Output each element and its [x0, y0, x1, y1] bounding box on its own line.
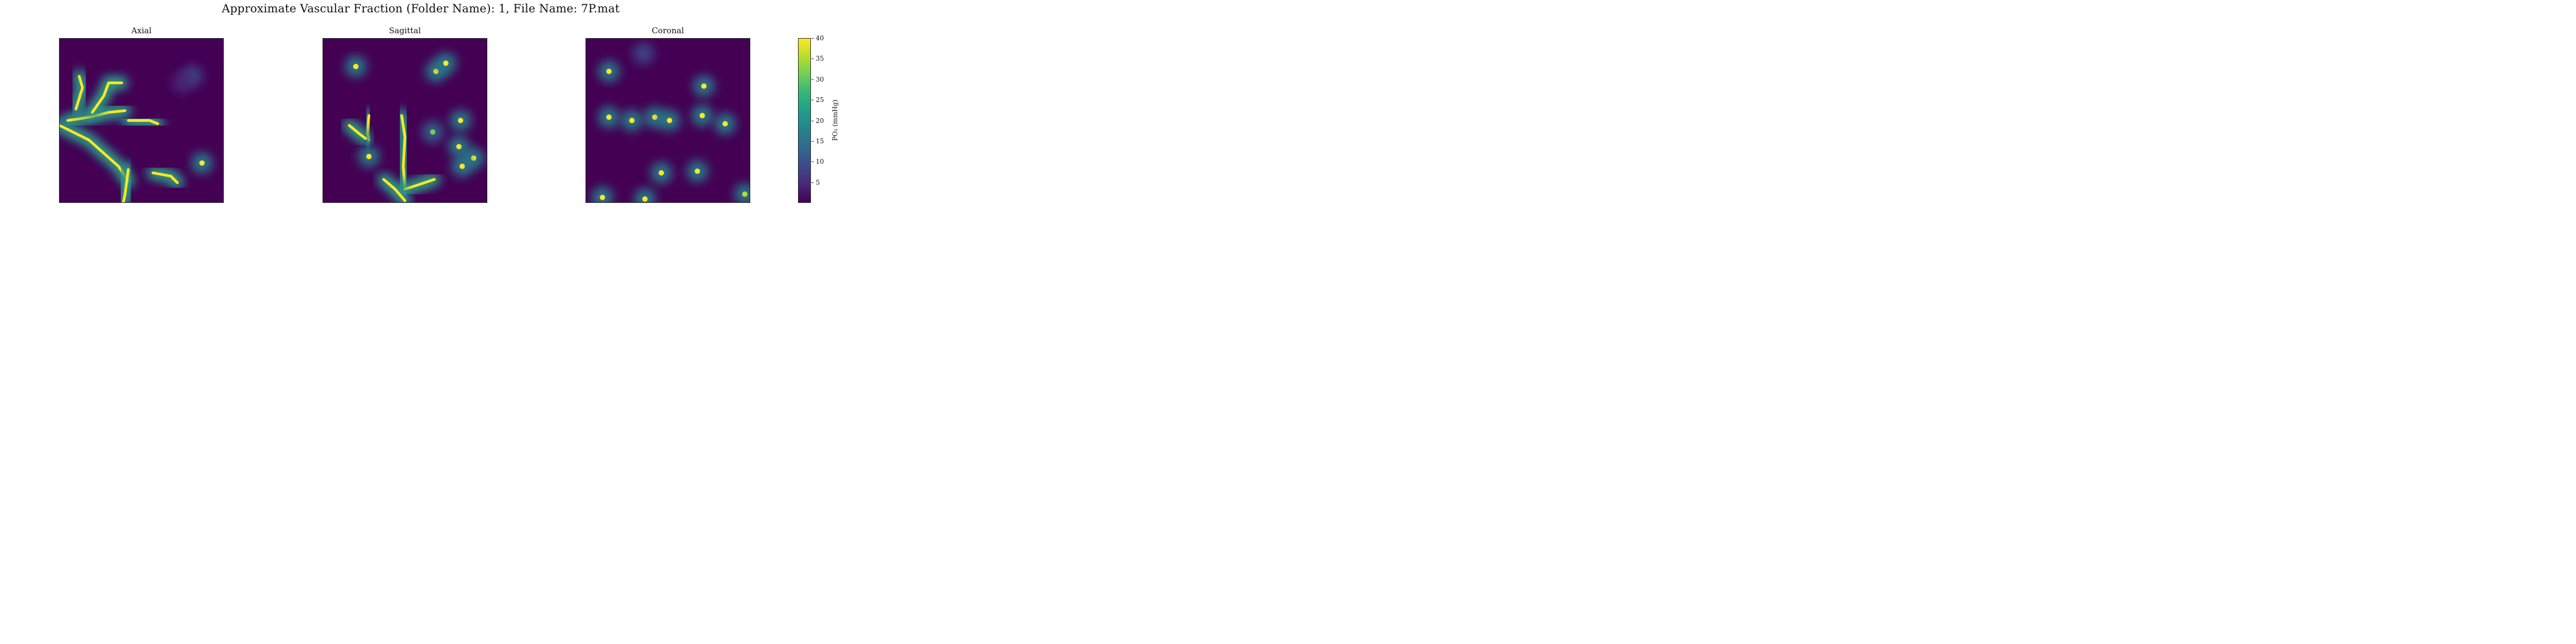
colorbar: [798, 38, 811, 203]
figure-title: Approximate Vascular Fraction (Folder Na…: [222, 2, 620, 15]
blob-12: [642, 196, 648, 202]
blob-5: [366, 153, 372, 159]
blob-2: [443, 60, 449, 66]
blob-glow-13: [734, 183, 750, 202]
blob-glow-9: [171, 72, 193, 94]
heatmap-svg: [586, 39, 750, 202]
colorbar-tick-label: 10: [816, 158, 824, 166]
blob-0: [606, 69, 612, 74]
vessel-4: [127, 119, 159, 126]
blob-7: [699, 113, 705, 119]
vessel-4: [348, 124, 367, 140]
colorbar-tick: [811, 58, 814, 60]
blob-0: [353, 63, 358, 69]
blob-8: [722, 121, 728, 127]
blob-9: [658, 170, 664, 176]
heatmap-axial: [59, 38, 224, 203]
blob-7: [199, 160, 205, 166]
colorbar-tick-label: 40: [816, 34, 824, 42]
vessel-6: [122, 168, 130, 202]
heatmap-sagittal: [323, 38, 487, 203]
blob-13: [742, 191, 748, 197]
colorbar-tick-label: 5: [816, 178, 820, 186]
blob-10: [458, 118, 464, 123]
colorbar-tick: [811, 38, 814, 39]
colorbar-tick: [811, 79, 814, 80]
heatmap-svg: [323, 39, 487, 202]
heatmap-svg: [60, 39, 223, 202]
blob-glow-11: [591, 186, 613, 202]
vessel-3: [91, 81, 123, 114]
heatmap-coronal: [586, 38, 750, 203]
panel-title-coronal: Coronal: [652, 26, 684, 35]
blob-13: [459, 163, 465, 169]
blob-glow-2: [632, 42, 654, 64]
blob-12: [471, 155, 477, 161]
blob-10: [694, 169, 700, 174]
colorbar-tick-label: 35: [816, 55, 824, 63]
blob-11: [599, 194, 605, 200]
colorbar-tick-label: 25: [816, 96, 824, 104]
colorbar-tick-label: 30: [816, 75, 824, 83]
blob-4: [629, 118, 635, 123]
colorbar-tick: [811, 141, 814, 142]
blob-3: [606, 114, 612, 120]
panel-title-axial: Axial: [131, 26, 152, 35]
vessel-6: [400, 114, 406, 191]
vessel-5: [151, 171, 179, 184]
vessel-2: [75, 75, 84, 111]
blob-glow-12: [634, 188, 656, 202]
blob-9: [430, 129, 436, 135]
vessel-7: [404, 178, 436, 191]
colorbar-tick-label: 20: [816, 116, 824, 125]
blob-11: [456, 144, 462, 150]
blob-6: [667, 118, 672, 123]
vessel-8: [382, 178, 406, 202]
blob-1: [701, 83, 707, 89]
blob-1: [433, 69, 439, 74]
blob-5: [652, 114, 658, 120]
panel-title-sagittal: Sagittal: [389, 26, 421, 35]
colorbar-label: PO₂ (mmHg): [831, 99, 839, 141]
colorbar-tick-label: 15: [816, 137, 824, 145]
colorbar-tick: [811, 182, 814, 183]
